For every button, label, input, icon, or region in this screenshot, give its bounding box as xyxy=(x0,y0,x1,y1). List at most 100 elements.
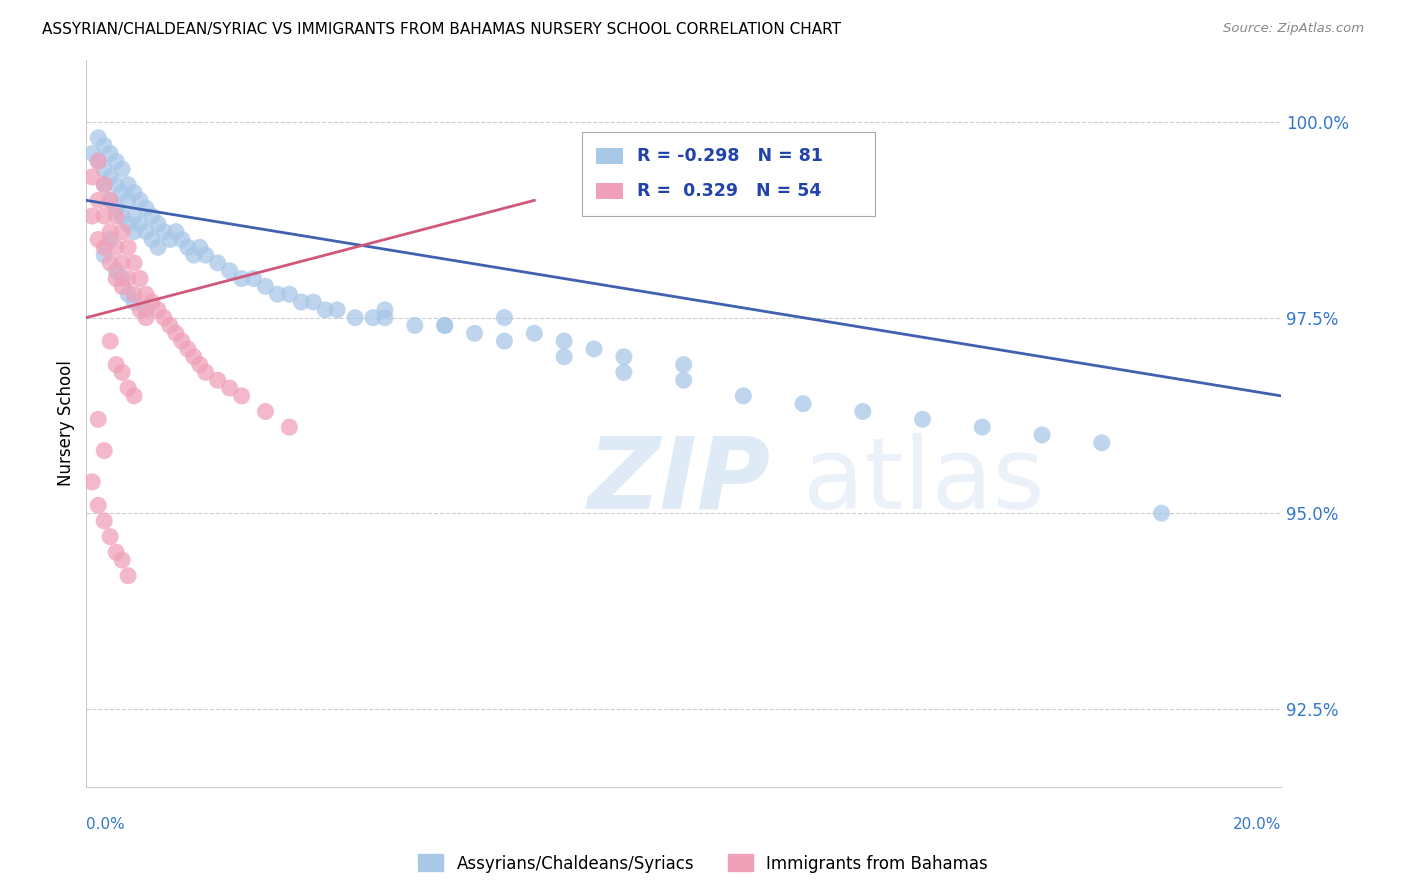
Point xyxy=(122,256,145,270)
Point xyxy=(87,154,110,169)
Point xyxy=(141,232,163,246)
Point xyxy=(117,217,139,231)
Point xyxy=(122,209,145,223)
Point xyxy=(98,225,121,239)
Point xyxy=(98,334,121,348)
Point xyxy=(553,334,575,348)
Point xyxy=(111,553,134,567)
Point xyxy=(254,404,277,418)
Point xyxy=(82,146,104,161)
Point xyxy=(117,381,139,395)
Point xyxy=(911,412,934,426)
Point xyxy=(146,302,169,317)
Y-axis label: Nursery School: Nursery School xyxy=(58,360,75,486)
Point xyxy=(146,240,169,254)
Point xyxy=(159,318,181,333)
Point xyxy=(177,240,200,254)
Point xyxy=(207,373,229,387)
Point xyxy=(129,271,152,285)
Point xyxy=(254,279,277,293)
Point xyxy=(494,310,516,325)
Point xyxy=(218,381,240,395)
Point xyxy=(93,514,115,528)
Point xyxy=(852,404,875,418)
Point xyxy=(141,295,163,310)
Point xyxy=(326,302,349,317)
Point xyxy=(93,248,115,262)
Point xyxy=(153,310,176,325)
Text: 0.0%: 0.0% xyxy=(86,817,125,832)
Point xyxy=(582,342,605,356)
Point xyxy=(82,475,104,489)
Point xyxy=(146,217,169,231)
Point xyxy=(344,310,367,325)
Text: R =  0.329   N = 54: R = 0.329 N = 54 xyxy=(637,181,821,200)
Point xyxy=(82,169,104,184)
Point xyxy=(93,240,115,254)
Point xyxy=(111,225,134,239)
Point xyxy=(111,162,134,177)
Point xyxy=(82,209,104,223)
Point xyxy=(374,302,396,317)
Point xyxy=(170,232,193,246)
Point xyxy=(433,318,456,333)
Point xyxy=(613,365,636,379)
Point xyxy=(278,287,301,301)
Point xyxy=(183,248,205,262)
Point xyxy=(207,256,229,270)
Point xyxy=(117,271,139,285)
Point xyxy=(165,225,187,239)
Point xyxy=(98,530,121,544)
Point xyxy=(672,358,695,372)
Point xyxy=(93,138,115,153)
Point xyxy=(494,334,516,348)
Point xyxy=(135,310,157,325)
Point xyxy=(159,232,181,246)
Point xyxy=(122,389,145,403)
Point xyxy=(183,350,205,364)
Point xyxy=(122,225,145,239)
Point xyxy=(98,256,121,270)
Point xyxy=(111,279,134,293)
Point xyxy=(464,326,486,341)
Point xyxy=(153,225,176,239)
Point xyxy=(98,169,121,184)
Point xyxy=(194,365,217,379)
Point xyxy=(117,240,139,254)
Point xyxy=(266,287,288,301)
Point xyxy=(231,271,253,285)
Point xyxy=(135,225,157,239)
Point xyxy=(170,334,193,348)
Point xyxy=(231,389,253,403)
Point xyxy=(105,178,128,192)
Point xyxy=(218,264,240,278)
Point xyxy=(553,350,575,364)
Point xyxy=(111,365,134,379)
Text: ASSYRIAN/CHALDEAN/SYRIAC VS IMMIGRANTS FROM BAHAMAS NURSERY SCHOOL CORRELATION C: ASSYRIAN/CHALDEAN/SYRIAC VS IMMIGRANTS F… xyxy=(42,22,841,37)
Point xyxy=(98,194,121,208)
Point xyxy=(1091,435,1114,450)
Point xyxy=(302,295,325,310)
Point xyxy=(122,186,145,200)
Point xyxy=(135,201,157,215)
Point xyxy=(105,154,128,169)
Point xyxy=(672,373,695,387)
Point xyxy=(135,302,157,317)
Point xyxy=(290,295,312,310)
Point xyxy=(93,443,115,458)
Point xyxy=(141,209,163,223)
Point xyxy=(972,420,994,434)
Point xyxy=(361,310,384,325)
Point xyxy=(93,178,115,192)
Point xyxy=(129,217,152,231)
Point xyxy=(122,287,145,301)
Point xyxy=(111,256,134,270)
Point xyxy=(87,194,110,208)
Point xyxy=(117,178,139,192)
Point xyxy=(117,194,139,208)
Point xyxy=(98,146,121,161)
Point xyxy=(122,295,145,310)
Text: R = -0.298   N = 81: R = -0.298 N = 81 xyxy=(637,146,823,165)
Point xyxy=(188,358,211,372)
Point xyxy=(105,358,128,372)
